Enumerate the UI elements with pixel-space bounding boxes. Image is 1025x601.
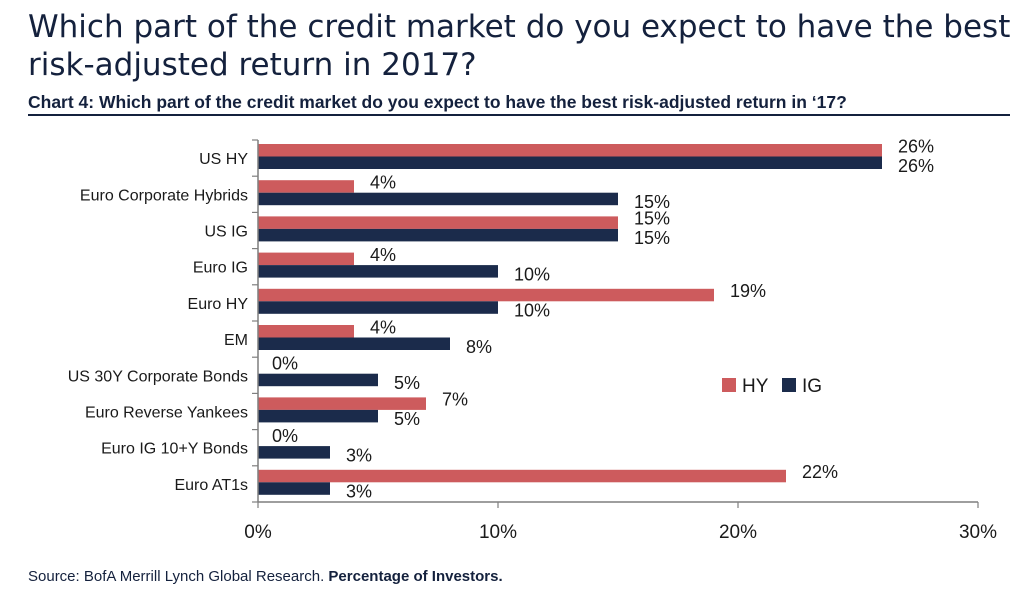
value-label-hy-euro-ig: 4% <box>370 245 396 265</box>
category-label-em: EM <box>224 332 248 349</box>
legend-label-ig: IG <box>802 376 822 397</box>
category-label-euro-reverse-yankees: Euro Reverse Yankees <box>85 405 248 422</box>
value-label-ig-euro-ig-10-y-bonds: 3% <box>346 445 372 465</box>
x-tick-label-10: 10% <box>479 522 517 543</box>
bar-ig-euro-reverse-yankees <box>258 409 378 423</box>
source-emphasis: Percentage of Investors. <box>328 568 503 585</box>
value-label-ig-euro-hy: 10% <box>514 301 550 321</box>
bar-hy-em <box>258 325 354 338</box>
value-label-ig-euro-reverse-yankees: 5% <box>394 409 420 429</box>
x-tick-label-30: 30% <box>959 522 997 543</box>
category-label-euro-at1s: Euro AT1s <box>174 477 248 494</box>
bar-hy-us-hy <box>258 144 882 157</box>
category-label-euro-ig-10-y-bonds: Euro IG 10+Y Bonds <box>101 441 248 458</box>
value-label-ig-us-30y-corporate-bonds: 5% <box>394 373 420 393</box>
bar-hy-euro-hy <box>258 288 714 302</box>
chart-title: Chart 4: Which part of the credit market… <box>28 92 847 112</box>
value-label-hy-us-ig: 15% <box>634 209 670 229</box>
value-label-ig-us-hy: 26% <box>898 156 934 176</box>
bar-ig-euro-hy <box>258 301 498 314</box>
value-label-hy-euro-hy: 19% <box>730 281 766 301</box>
bar-ig-us-30y-corporate-bonds <box>258 373 378 387</box>
value-label-hy-euro-reverse-yankees: 7% <box>442 390 468 410</box>
value-label-hy-us-hy: 26% <box>898 136 934 156</box>
bar-ig-euro-corporate-hybrids <box>258 192 618 206</box>
bar-hy-euro-ig <box>258 252 354 266</box>
value-label-ig-em: 8% <box>466 337 492 357</box>
bar-hy-us-ig <box>258 216 618 229</box>
source-text: Source: BofA Merrill Lynch Global Resear… <box>28 568 325 585</box>
value-label-ig-euro-corporate-hybrids: 15% <box>634 192 670 212</box>
bar-ig-euro-ig <box>258 265 498 278</box>
title-divider <box>28 114 1010 116</box>
value-label-hy-euro-at1s: 22% <box>802 462 838 482</box>
value-label-hy-us-30y-corporate-bonds: 0% <box>272 353 298 373</box>
value-label-hy-euro-ig-10-y-bonds: 0% <box>272 426 298 446</box>
legend-swatch-ig <box>782 378 796 392</box>
bar-chart: US HY 26%26% Euro Corporate Hybrids 4% 15% US… <box>68 136 997 543</box>
value-label-hy-em: 4% <box>370 317 396 337</box>
category-label-us-hy: US HY <box>199 151 248 168</box>
bar-hy-euro-at1s <box>258 469 786 483</box>
bar-hy-euro-corporate-hybrids <box>258 180 354 193</box>
legend-swatch-hy <box>722 378 736 392</box>
category-label-euro-ig: Euro IG <box>193 260 248 277</box>
legend-label-hy: HY <box>742 376 769 397</box>
bar-ig-em <box>258 337 450 350</box>
category-label-us-30y-corporate-bonds: US 30Y Corporate Bonds <box>68 368 248 385</box>
page-title: Which part of the credit market do you e… <box>28 9 1011 83</box>
bar-ig-euro-ig-10-y-bonds <box>258 446 330 459</box>
value-label-hy-euro-corporate-hybrids: 4% <box>370 172 396 192</box>
bar-ig-us-ig <box>258 228 618 242</box>
x-tick-label-0: 0% <box>244 522 272 543</box>
value-label-ig-us-ig: 15% <box>634 228 670 248</box>
source-note: Source: BofA Merrill Lynch Global Resear… <box>28 568 503 585</box>
bar-ig-euro-at1s <box>258 482 330 495</box>
bar-hy-euro-reverse-yankees <box>258 397 426 410</box>
value-label-ig-euro-at1s: 3% <box>346 482 372 502</box>
category-label-euro-hy: Euro HY <box>188 296 249 313</box>
category-label-euro-corporate-hybrids: Euro Corporate Hybrids <box>80 187 248 204</box>
x-tick-label-20: 20% <box>719 522 757 543</box>
bar-ig-us-hy <box>258 156 882 169</box>
value-label-ig-euro-ig: 10% <box>514 264 550 284</box>
category-label-us-ig: US IG <box>204 224 248 241</box>
